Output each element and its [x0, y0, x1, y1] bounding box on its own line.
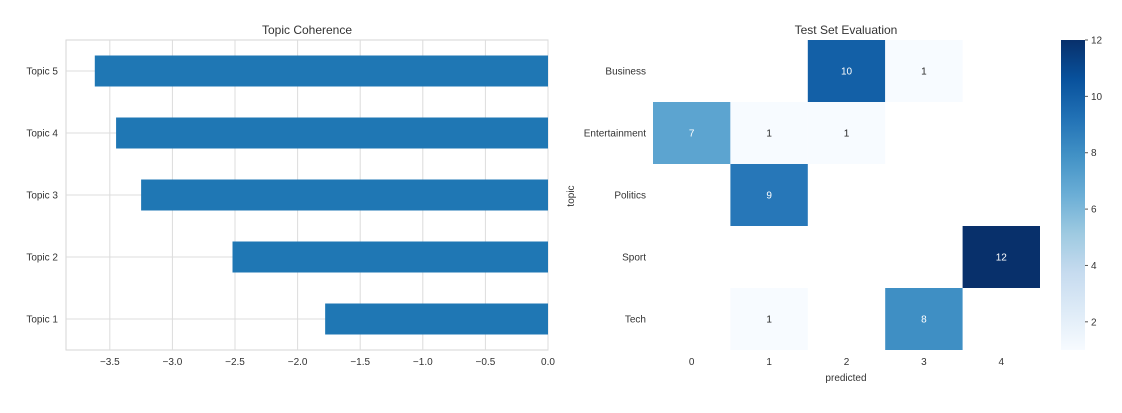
heatmap-colorbar: 2 4 6 8 10 12 [1061, 36, 1103, 350]
heatmap-row-label: Politics [614, 191, 646, 202]
bar-x-tick-labels: −3.5 −3.0 −2.5 −2.0 −1.5 −1.0 −0.5 0.0 [100, 357, 555, 368]
heatmap-column-label: 1 [766, 357, 772, 368]
heatmap-cell-value: 7 [689, 129, 695, 140]
heatmap-cell [885, 40, 963, 102]
heatmap-column-labels: 0 1 2 3 4 [689, 357, 1005, 368]
heatmap-x-axis-label: predicted [825, 373, 866, 384]
heatmap-cell [885, 288, 963, 350]
colorbar-gradient [1061, 40, 1085, 350]
heatmap-cell [730, 102, 808, 164]
colorbar-tick-label: 8 [1091, 148, 1097, 159]
heatmap-cell [730, 288, 808, 350]
bar-series [94, 55, 549, 335]
heatmap-cell [730, 164, 808, 226]
bar-topic-2 [232, 241, 548, 273]
bar-x-tick-label: −3.0 [163, 357, 183, 368]
heatmap-column-label: 0 [689, 357, 695, 368]
heatmap-column-label: 3 [921, 357, 927, 368]
bar-x-tick-label: 0.0 [541, 357, 555, 368]
bar-x-tick-label: −2.5 [225, 357, 245, 368]
bar-y-tick-label: Topic 3 [26, 191, 58, 202]
colorbar-tick-labels: 2 4 6 8 10 12 [1085, 36, 1103, 328]
heatmap-row-label: Tech [625, 315, 646, 326]
bar-y-tick-label: Topic 5 [26, 67, 58, 78]
heatmap-cell [653, 102, 731, 164]
bar-topic-3 [141, 179, 548, 211]
bar-x-tick-label: −3.5 [100, 357, 120, 368]
bar-topic-1 [325, 303, 548, 335]
bar-topic-4 [116, 117, 549, 149]
colorbar-tick-label: 6 [1091, 205, 1097, 216]
heatmap-cell-value: 1 [766, 129, 772, 140]
topic-coherence-chart: Topic 1 Topic 2 Topic 3 Topic 4 Topic 5 −3.5… [26, 23, 555, 368]
heatmap-row-labels: Business Entertainment Politics Sport Tech [584, 67, 646, 326]
heatmap-row-label: Business [605, 67, 646, 78]
colorbar-tick-label: 10 [1091, 92, 1103, 103]
heatmap-cell-value: 9 [766, 191, 772, 202]
heatmap-column-label: 4 [999, 357, 1005, 368]
bar-chart-title: Topic Coherence [262, 23, 352, 37]
bar-topic-5 [94, 55, 549, 87]
heatmap-cell-value: 1 [766, 315, 772, 326]
heatmap-row-label: Sport [622, 253, 646, 264]
bar-y-tick-label: Topic 1 [26, 315, 58, 326]
heatmap-column-label: 2 [844, 357, 850, 368]
colorbar-tick-label: 2 [1091, 317, 1097, 328]
bar-x-tick-label: −1.5 [350, 357, 370, 368]
bar-x-tick-label: −1.0 [413, 357, 433, 368]
heatmap-cell-value: 8 [921, 315, 927, 326]
heatmap-cell-value: 10 [841, 67, 853, 78]
bar-x-tick-label: −0.5 [476, 357, 496, 368]
heatmap-y-axis-label: topic [566, 185, 577, 206]
heatmap-row-label: Entertainment [584, 129, 646, 140]
bar-y-tick-labels: Topic 1 Topic 2 Topic 3 Topic 4 Topic 5 [26, 67, 58, 326]
heatmap-cell-value: 1 [921, 67, 927, 78]
heatmap-cell [807, 102, 886, 164]
colorbar-tick-label: 4 [1091, 261, 1097, 272]
heatmap-cell [962, 226, 1040, 288]
heatmap-cell [807, 40, 886, 102]
heatmap-cells: 10 1 7 1 1 9 12 1 8 [653, 40, 1040, 350]
bar-y-tick-label: Topic 4 [26, 129, 58, 140]
colorbar-tick-label: 12 [1091, 36, 1103, 47]
bar-x-tick-label: −2.0 [288, 357, 308, 368]
heatmap-cell-value: 1 [844, 129, 850, 140]
heatmap-cell-value: 12 [996, 253, 1008, 264]
bar-y-tick-label: Topic 2 [26, 253, 58, 264]
heatmap-title: Test Set Evaluation [795, 23, 898, 37]
